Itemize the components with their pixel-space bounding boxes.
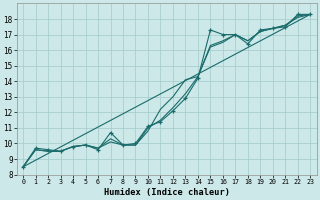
X-axis label: Humidex (Indice chaleur): Humidex (Indice chaleur) xyxy=(104,188,230,197)
